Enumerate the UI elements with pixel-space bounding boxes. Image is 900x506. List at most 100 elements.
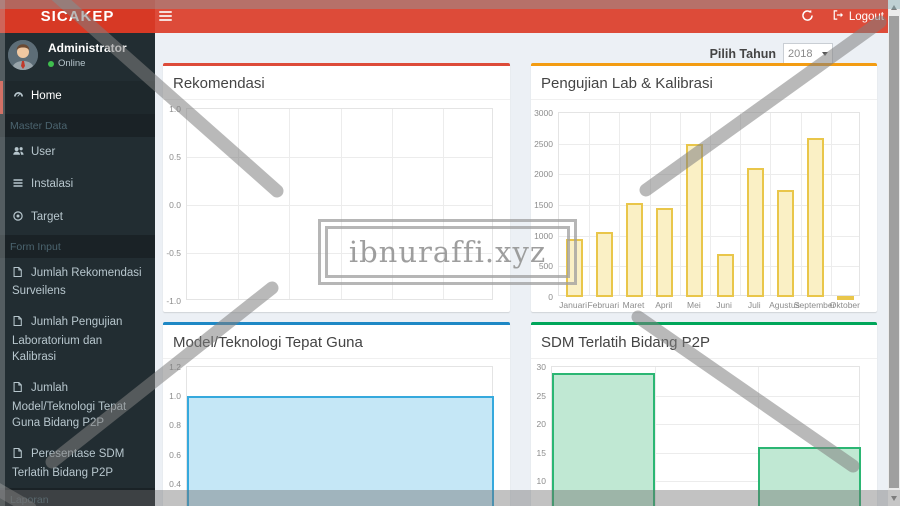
y-axis-tick-label: 2000 (534, 169, 553, 180)
x-axis-tick-label: Agustus (769, 300, 800, 310)
target-icon (12, 210, 26, 228)
plot-area (186, 366, 494, 506)
x-axis-tick-label: Oktober (829, 300, 860, 310)
x-axis-tick-label: Februari (587, 300, 620, 310)
panel-rekomendasi: Rekomendasi 1.0 0.5 0.0 -0.5 -1.0 (163, 63, 510, 312)
y-axis-tick-label: 0.0 (169, 200, 181, 210)
y-axis-tick-label: 1.2 (169, 362, 181, 372)
gridline (238, 109, 240, 299)
gridline (289, 109, 291, 299)
bar (595, 231, 613, 297)
sidebar-item-label: Home (31, 90, 62, 102)
y-axis-tick-label: 0.8 (169, 420, 181, 431)
y-axis-tick-label: 5 (520, 505, 546, 506)
arrow-up-icon (891, 4, 897, 10)
gridline (770, 113, 772, 295)
y-axis-tick-label: 0.6 (169, 449, 181, 460)
gridline (559, 235, 859, 237)
plot-area (551, 366, 861, 506)
bar (777, 189, 794, 297)
sidebar-item-home[interactable]: Home (0, 81, 155, 114)
sidebar-toggle-icon[interactable] (159, 11, 172, 22)
bar (837, 296, 855, 301)
x-axis-tick-label: Juli (747, 300, 761, 310)
bar (807, 138, 825, 297)
sidebar-item-instalasi[interactable]: Instalasi (0, 169, 155, 202)
refresh-icon (801, 9, 814, 25)
sidebar-item-jumlah-rekomendasi-surveilens[interactable]: Jumlah Rekomendasi Surveilens (0, 258, 155, 307)
scroll-up-button[interactable] (888, 0, 900, 14)
gauge-icon (12, 89, 26, 107)
plot-area (186, 108, 493, 300)
x-axis-tick-label: Januari (559, 300, 588, 310)
sidebar: Administrator Online Home Master Data User… (0, 33, 155, 506)
bar (716, 254, 734, 297)
sidebar-item-jumlah-model-teknologi-tepat-guna-bidang-p2p[interactable]: Jumlah Model/Teknologi Tepat Guna Bidang… (0, 373, 155, 439)
x-axis-tick-label: Juni (716, 300, 732, 310)
file-icon (12, 447, 26, 465)
sidebar-item-label: Peresentase SDM Terlatih Bidang P2P (12, 448, 125, 479)
scroll-down-button[interactable] (888, 490, 900, 506)
gridline (187, 157, 492, 158)
logout-button[interactable]: Logout (832, 9, 884, 24)
gridline (740, 113, 742, 295)
sidebar-item-user[interactable]: User (0, 137, 155, 170)
chart-rekomendasi: 1.0 0.5 0.0 -0.5 -1.0 (163, 66, 510, 312)
refresh-button[interactable] (801, 9, 814, 25)
chart-pengujian-lab: 3000 2500 2000 1500 1000 500 0 Januari Februari M… (531, 66, 877, 312)
y-axis-tick-label: 3000 (534, 108, 553, 118)
y-axis-tick-label: 0 (548, 292, 553, 302)
sidebar-item-label: Target (31, 211, 63, 224)
plot-area (558, 112, 860, 301)
user-panel: Administrator Online (0, 33, 155, 77)
panel-model-teknologi: Model/Teknologi Tepat Guna 1.2 1.0 0.8 0.6 0… (163, 322, 510, 506)
sidebar-item-label: Instalasi (31, 178, 74, 191)
top-tint-strip (0, 0, 900, 9)
gridline (340, 109, 342, 299)
bar (626, 203, 643, 297)
vertical-scrollbar (888, 0, 900, 506)
file-icon (12, 266, 26, 284)
gridline (830, 113, 832, 295)
bar (656, 208, 674, 297)
y-axis-tick-label: 2500 (534, 138, 553, 149)
y-axis-tick-label: -0.5 (166, 248, 181, 258)
left-tint-strip (0, 0, 5, 506)
y-axis-tick-label: 30 (536, 362, 546, 372)
panel-pengujian-lab: Pengujian Lab & Kalibrasi 3000 2500 2000 15… (531, 63, 877, 312)
sidebar-item-target[interactable]: Target (0, 202, 155, 235)
x-axis-tick-label: Mei (687, 300, 701, 310)
gridline (589, 113, 591, 295)
y-axis-tick-label: 1.0 (169, 104, 181, 114)
bottom-tint-strip (0, 490, 888, 506)
gridline (655, 367, 656, 506)
year-select[interactable]: 2018 (783, 43, 833, 65)
user-name: Administrator (48, 41, 127, 55)
gridline (187, 253, 492, 254)
logout-label: Logout (848, 10, 884, 23)
logout-icon (832, 9, 844, 24)
bar (565, 238, 583, 297)
sidebar-item-label: Jumlah Rekomendasi Surveilens (12, 266, 142, 298)
sidebar-item-jumlah-pengujian-laboratorium-dan-kalibrasi[interactable]: Jumlah Pengujian Laboratorium dan Kalibr… (0, 307, 155, 373)
sidebar-item-peresentase-sdm-terlatih-bidang-p2p[interactable]: Peresentase SDM Terlatih Bidang P2P (0, 439, 155, 488)
y-axis-tick-label: 0.4 (169, 478, 181, 489)
avatar (8, 40, 38, 70)
panel-sdm-terlatih: SDM Terlatih Bidang P2P 302520151050 (531, 322, 877, 506)
gridline (187, 205, 492, 206)
gridline (559, 266, 859, 268)
scrollbar-thumb[interactable] (889, 16, 899, 488)
y-axis-tick-label: 10 (536, 476, 546, 486)
arrow-down-icon (891, 495, 897, 501)
y-axis-tick-label: -1.0 (166, 296, 181, 306)
bar (686, 143, 704, 297)
y-axis-tick-label: 500 (538, 261, 553, 272)
y-axis-tick-label: 25 (536, 390, 546, 401)
bar (746, 167, 764, 297)
list-icon (12, 177, 26, 195)
sidebar-header-form-input: Form Input (0, 234, 155, 258)
x-axis-tick-label: April (655, 300, 673, 310)
y-axis-tick-label: 15 (536, 447, 546, 458)
user-status: Online (48, 58, 147, 69)
